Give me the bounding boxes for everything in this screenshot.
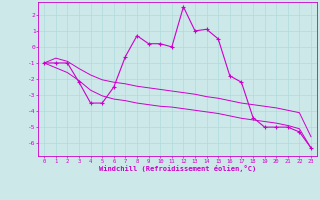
X-axis label: Windchill (Refroidissement éolien,°C): Windchill (Refroidissement éolien,°C) <box>99 165 256 172</box>
